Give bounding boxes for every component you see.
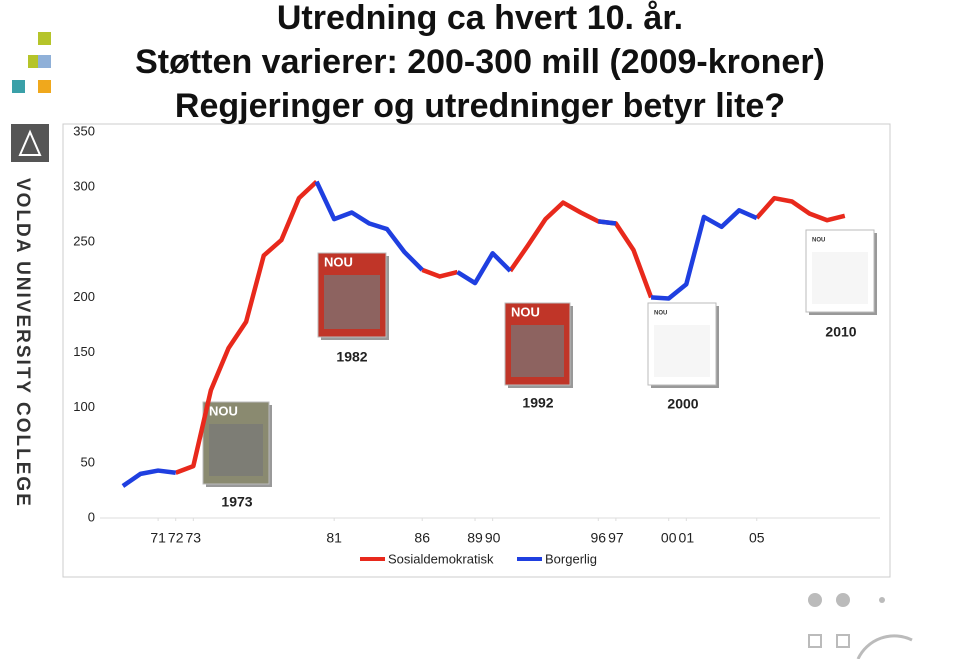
- cover-image: [324, 275, 380, 329]
- chart-title: Støtten varierer: 200-300 mill (2009-kro…: [135, 43, 825, 81]
- x-tick-label: 89: [467, 530, 483, 546]
- logo-square: [38, 32, 51, 45]
- line-series: [121, 180, 758, 488]
- x-tick-label: 01: [679, 530, 695, 546]
- y-tick-label: 300: [73, 179, 95, 194]
- chart-title: Utredning ca hvert 10. år.: [277, 0, 683, 37]
- y-tick-label: 250: [73, 234, 95, 249]
- annotation: 2010: [825, 324, 856, 340]
- x-tick-label: 97: [608, 530, 624, 546]
- x-tick-label: 05: [749, 530, 765, 546]
- deco-square: [836, 634, 850, 648]
- cover-image: [654, 325, 710, 377]
- annotation: 1982: [336, 349, 367, 365]
- annotation: 2000: [667, 396, 698, 412]
- x-tick-label: 90: [485, 530, 501, 546]
- x-tick-label: 71: [150, 530, 166, 546]
- chart-frame: [62, 123, 891, 578]
- annotation: 1992: [522, 395, 553, 411]
- cover-text: NOU: [812, 238, 825, 244]
- cover-text: NOU: [209, 403, 238, 418]
- x-tick-label: 73: [186, 530, 202, 546]
- y-tick-label: 350: [73, 123, 95, 138]
- logo-mark: [18, 129, 42, 156]
- logo-square: [38, 80, 51, 93]
- x-tick-label: 81: [326, 530, 342, 546]
- chart-title: Regjeringer og utredninger betyr lite?: [175, 87, 785, 125]
- logo-square: [38, 55, 51, 68]
- y-tick-label: 0: [88, 509, 95, 524]
- deco: [808, 593, 913, 659]
- logo-square: [28, 55, 41, 68]
- branding: VOLDA UNIVERSITY COLLEGE: [12, 178, 33, 508]
- y-tick-label: 200: [73, 289, 95, 304]
- y-tick-label: 100: [73, 399, 95, 414]
- logo-square: [12, 80, 25, 93]
- x-tick-label: 00: [661, 530, 677, 546]
- deco-dot: [836, 593, 850, 607]
- cover-text: NOU: [324, 254, 353, 269]
- x-tick-label: 86: [414, 530, 430, 546]
- deco-dot: [879, 597, 885, 603]
- x-tick-label: 96: [590, 530, 606, 546]
- legend-label: Sosialdemokratisk: [388, 551, 494, 566]
- deco-arc: [856, 634, 913, 659]
- y-tick-label: 50: [81, 454, 95, 469]
- legend-label: Borgerlig: [545, 551, 597, 566]
- x-tick-label: 72: [168, 530, 184, 546]
- deco-dot: [808, 593, 822, 607]
- cover-text: NOU: [511, 304, 540, 319]
- cover-image: [511, 325, 564, 377]
- y-tick-label: 150: [73, 344, 95, 359]
- cover-image: [209, 424, 263, 476]
- line-series: [174, 179, 846, 475]
- cover-text: NOU: [654, 311, 667, 317]
- cover-image: [812, 252, 868, 304]
- annotation: 1973: [221, 494, 252, 510]
- deco-square: [808, 634, 822, 648]
